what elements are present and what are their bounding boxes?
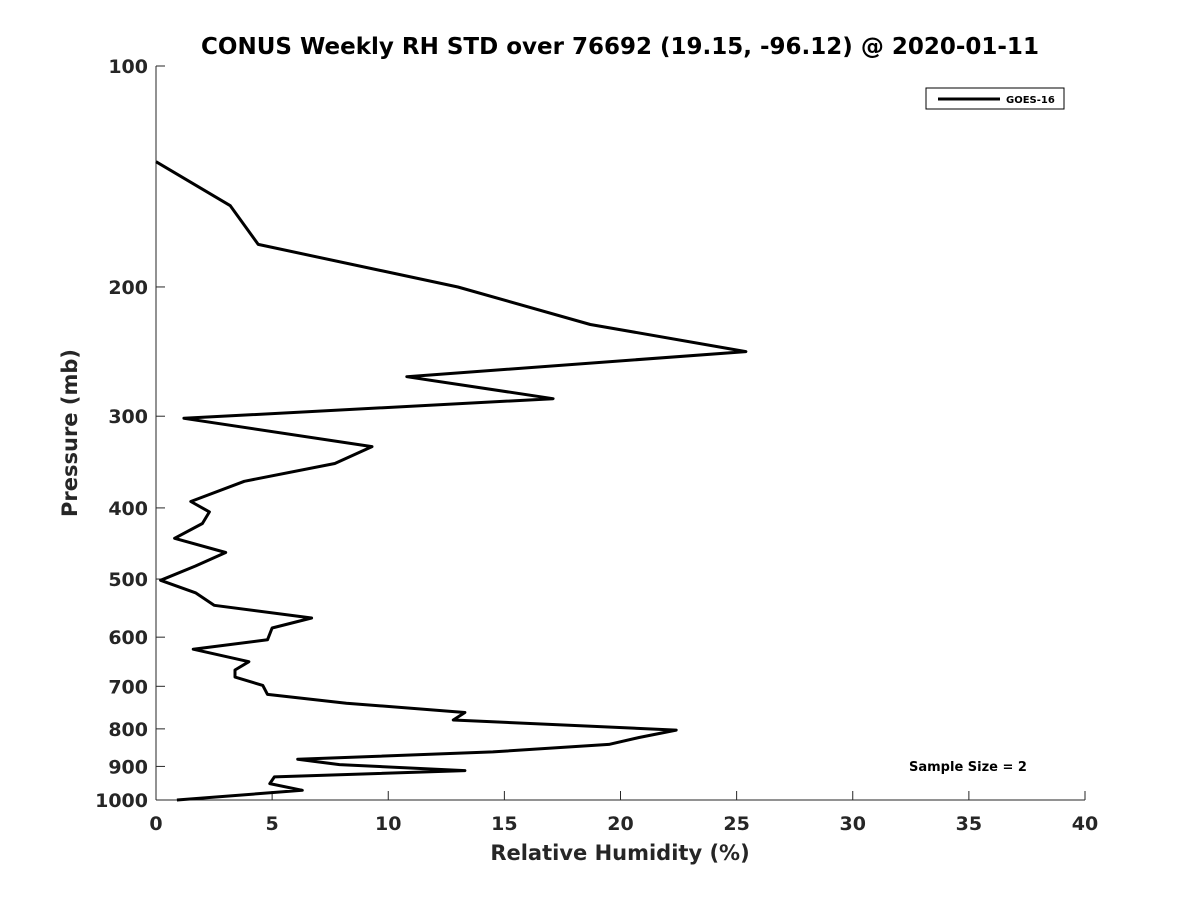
x-tick-label: 5 xyxy=(266,813,279,835)
chart-title: CONUS Weekly RH STD over 76692 (19.15, -… xyxy=(201,34,1039,60)
y-tick-label: 700 xyxy=(108,676,148,698)
x-axis-label: Relative Humidity (%) xyxy=(490,841,749,865)
x-tick-label: 0 xyxy=(149,813,162,835)
y-tick-label: 200 xyxy=(108,277,148,299)
axes: 0 5 10 15 20 25 30 35 40 100 200 300 400 500 600 700 800… xyxy=(95,56,1098,835)
x-tick-label: 15 xyxy=(491,813,517,835)
x-tick-label: 25 xyxy=(723,813,749,835)
y-tick-label: 400 xyxy=(108,498,148,520)
x-tick-label: 40 xyxy=(1072,813,1098,835)
y-axis-label: Pressure (mb) xyxy=(58,349,82,517)
legend: GOES-16 xyxy=(925,87,1065,110)
y-tick-label: 100 xyxy=(108,56,148,78)
y-tick-label: 1000 xyxy=(95,790,148,812)
y-tick-label: 300 xyxy=(108,406,148,428)
series-line-goes-16 xyxy=(155,160,748,802)
y-tick-label: 500 xyxy=(108,569,148,591)
x-tick-label: 20 xyxy=(607,813,633,835)
y-tick-label: 900 xyxy=(108,756,148,778)
sample-size-annotation: Sample Size = 2 xyxy=(909,760,1027,775)
x-tick-label: 10 xyxy=(375,813,401,835)
x-tick-label: 35 xyxy=(956,813,982,835)
series-layer xyxy=(155,160,748,802)
y-tick-label: 800 xyxy=(108,719,148,741)
legend-label-goes-16: GOES-16 xyxy=(1006,95,1055,106)
y-tick-label: 600 xyxy=(108,627,148,649)
x-tick-label: 30 xyxy=(840,813,866,835)
